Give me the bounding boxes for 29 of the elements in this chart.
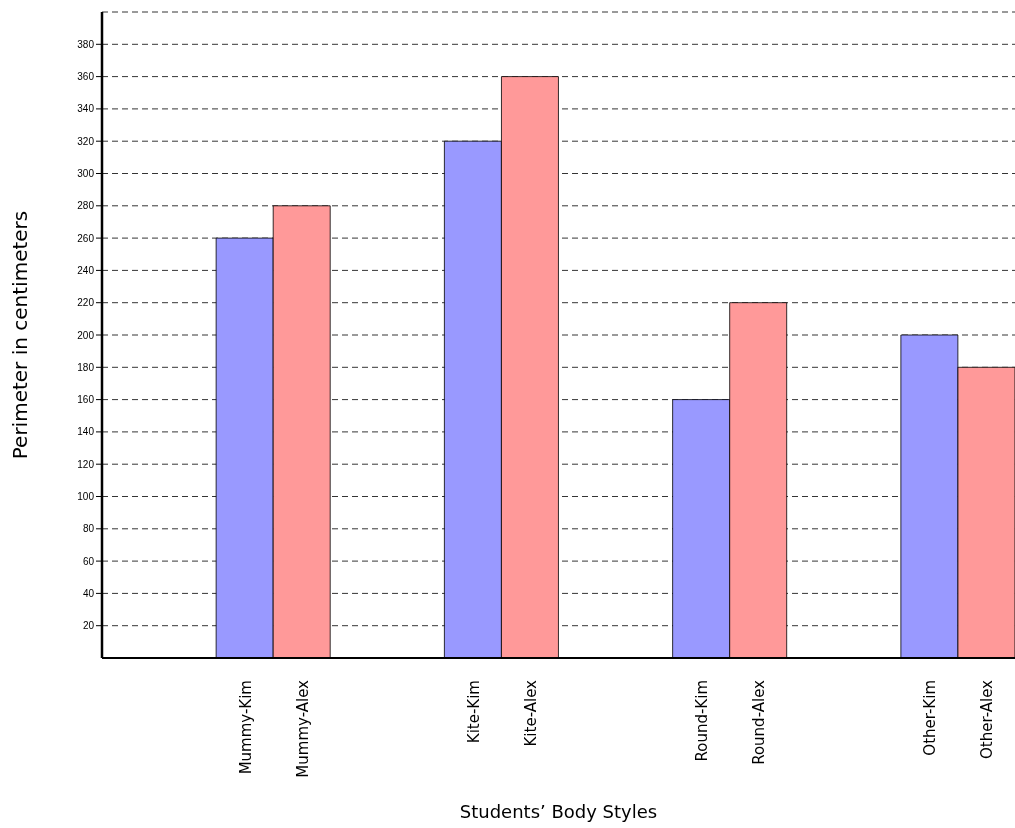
y-tick-label: 100 (77, 491, 95, 503)
y-tick-label: 80 (82, 523, 95, 535)
x-tick-label: Round-Kim (693, 680, 712, 762)
y-tick-label: 120 (77, 458, 95, 470)
y-tick-label: 60 (82, 555, 95, 567)
y-tick-label: 180 (77, 361, 95, 373)
y-tick-label: 140 (77, 426, 95, 438)
y-tick-label: 300 (77, 168, 95, 180)
y-tick-label: 280 (77, 200, 95, 212)
y-axis-title: Perimeter in centimeters (8, 210, 33, 460)
x-tick-label: Round-Alex (750, 679, 769, 765)
y-tick-label: 160 (77, 394, 95, 406)
y-tick-label: 360 (77, 71, 95, 83)
y-tick-label: 320 (77, 135, 95, 147)
x-tick-label: Mummy-Alex (293, 679, 312, 778)
y-tick-label: 220 (77, 297, 95, 309)
x-axis-title: Students’ Body Styles (459, 801, 658, 822)
y-tick-label: 20 (82, 620, 95, 632)
y-tick-label: 340 (77, 103, 95, 115)
x-tick-label: Other-Alex (978, 679, 997, 759)
x-tick-label: Other-Kim (921, 680, 940, 756)
y-tick-label: 200 (77, 329, 95, 341)
y-tick-label: 260 (77, 232, 95, 244)
x-tick-label: Mummy-Kim (236, 680, 255, 775)
x-tick-label: Kite-Kim (464, 680, 483, 744)
y-tick-label: 380 (77, 38, 95, 50)
y-tick-label: 40 (82, 587, 95, 599)
y-tick-label: 240 (77, 264, 95, 276)
x-tick-label: Kite-Alex (521, 679, 540, 747)
